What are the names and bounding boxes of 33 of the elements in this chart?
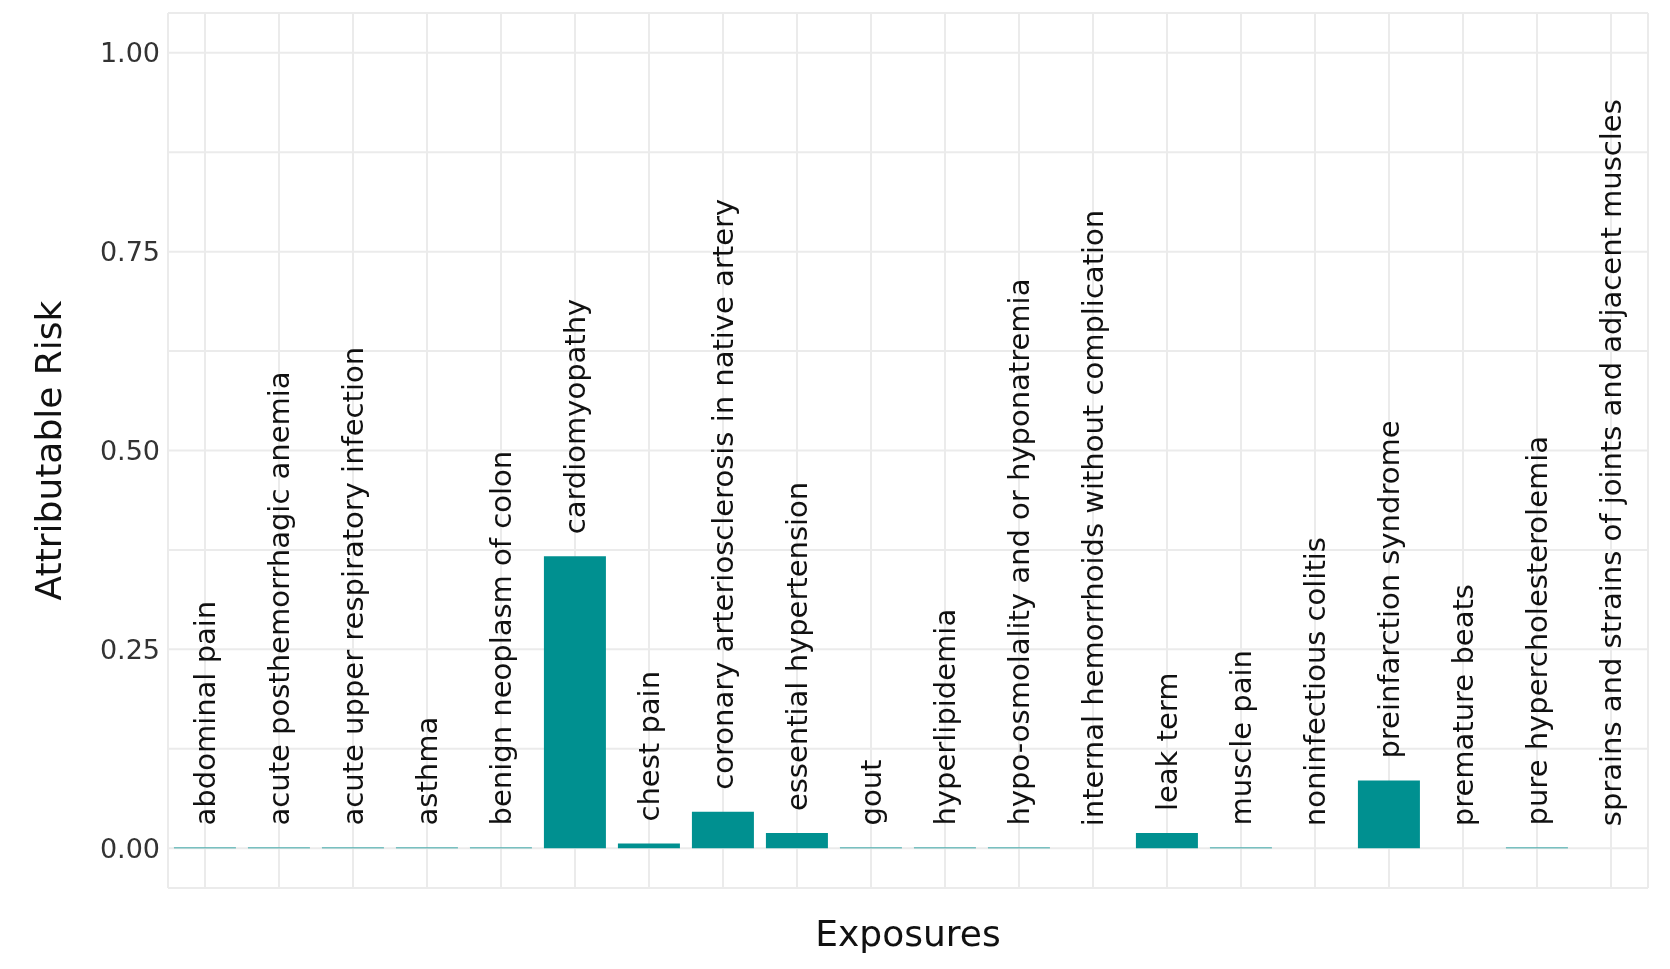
bar bbox=[1135, 833, 1198, 849]
x-axis-title: Exposures bbox=[815, 913, 1001, 954]
x-tick-label: sprains and strains of joints and adjacent muscles bbox=[1594, 99, 1628, 827]
bar bbox=[617, 843, 680, 849]
x-tick-label: essential hypertension bbox=[780, 481, 814, 812]
x-tick-label: asthma bbox=[410, 716, 444, 826]
x-tick-label: hyperlipidemia bbox=[928, 608, 962, 826]
x-tick-label: preinfarction syndrome bbox=[1372, 420, 1406, 759]
x-tick-label: benign neoplasm of colon bbox=[484, 450, 518, 826]
x-tick-label: chest pain bbox=[632, 670, 666, 822]
bar bbox=[765, 833, 828, 849]
bar bbox=[1357, 780, 1420, 849]
x-tick-label: acute posthemorrhagic anemia bbox=[262, 371, 296, 826]
y-tick-label: 0.75 bbox=[99, 236, 160, 268]
x-tick-label: coronary arteriosclerosis in native artery bbox=[706, 198, 740, 790]
bar bbox=[543, 556, 606, 849]
y-tick-label: 0.25 bbox=[99, 633, 160, 665]
y-tick-label: 1.00 bbox=[99, 37, 160, 69]
x-tick-label: pure hypercholesterolemia bbox=[1520, 435, 1554, 826]
x-tick-label: acute upper respiratory infection bbox=[336, 346, 370, 826]
y-axis-title: Attributable Risk bbox=[27, 300, 69, 601]
x-tick-label: hypo-osmolality and or hyponatremia bbox=[1002, 278, 1036, 826]
x-tick-label: noninfectious colitis bbox=[1298, 537, 1332, 827]
y-tick-label: 0.50 bbox=[99, 435, 160, 467]
x-tick-label: muscle pain bbox=[1224, 650, 1258, 826]
x-tick-label: gout bbox=[854, 759, 888, 826]
x-tick-label: cardiomyopathy bbox=[558, 298, 592, 535]
x-tick-label: premature beats bbox=[1446, 584, 1480, 827]
x-tick-label: leak term bbox=[1150, 672, 1184, 812]
y-tick-label: 0.00 bbox=[99, 832, 160, 864]
x-tick-label: abdominal pain bbox=[188, 600, 222, 826]
bar bbox=[691, 811, 754, 849]
x-tick-label: internal hemorrhoids without complication bbox=[1076, 209, 1110, 827]
